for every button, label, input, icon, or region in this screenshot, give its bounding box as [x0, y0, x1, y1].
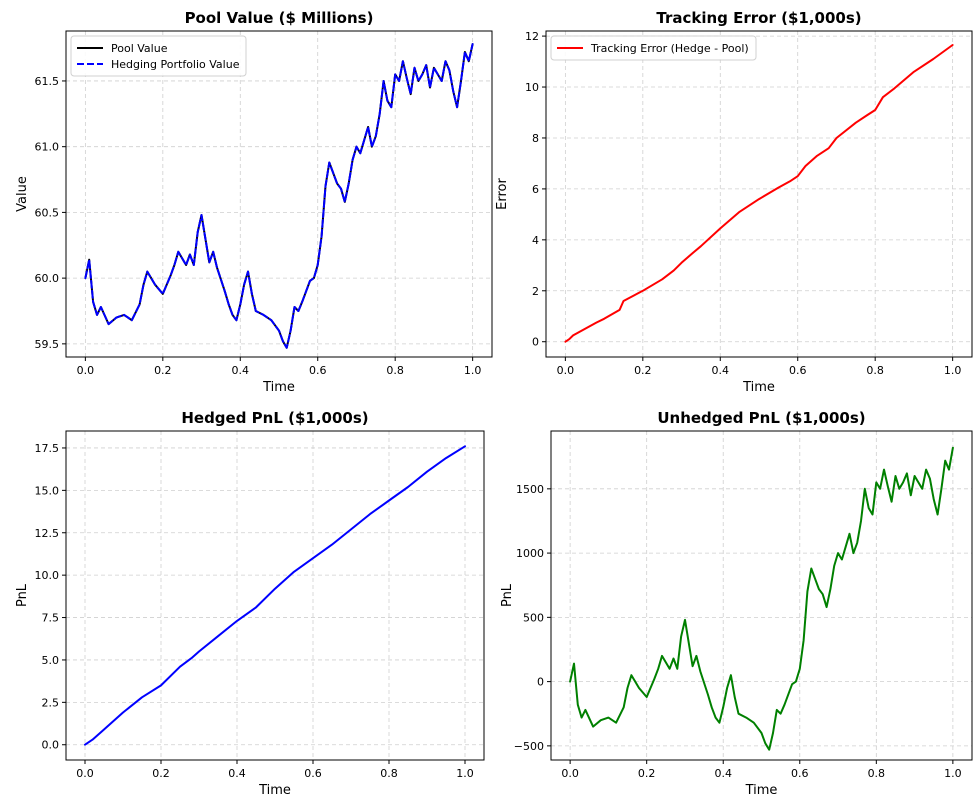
- chart-1-series-tracking-error-hedge-pool-line: [564, 44, 954, 343]
- chart-1-ylabel: Error: [495, 178, 510, 210]
- chart-1-ytick-label: 12: [525, 30, 539, 43]
- chart-0-legend: [70, 35, 247, 77]
- chart-0-axes-frame: [65, 30, 493, 358]
- chart-1-ytick-label: 10: [525, 81, 539, 94]
- chart-2-ytick-label: 17.5: [35, 442, 60, 455]
- chart-3-xtick-label: 0.4: [714, 767, 732, 780]
- chart-3-title: Unhedged PnL ($1,000s): [657, 409, 865, 427]
- chart-1-axes-frame: [545, 30, 973, 358]
- chart-3-ytick-label: 1000: [516, 547, 544, 560]
- chart-0-xtick-label: 0.2: [154, 364, 172, 377]
- chart-2-axes-frame: [65, 430, 485, 761]
- chart-3-xtick-label: 0.2: [638, 767, 656, 780]
- chart-0-xtick-label: 0.6: [309, 364, 327, 377]
- chart-1-xtick-label: 0.2: [634, 364, 652, 377]
- chart-2-xtick-label: 0.6: [304, 767, 322, 780]
- chart-0-xtick-label: 0.4: [232, 364, 250, 377]
- chart-2-xtick-label: 0.0: [76, 767, 94, 780]
- chart-0-ytick-label: 61.5: [35, 75, 60, 88]
- chart-3-ytick-label: −500: [514, 740, 544, 753]
- chart-1-ytick-label: 4: [532, 234, 539, 247]
- chart-0-title: Pool Value ($ Millions): [185, 9, 374, 27]
- chart-0-legend-label-pool-value: Pool Value: [111, 42, 168, 55]
- chart-1-xtick-label: 1.0: [944, 364, 962, 377]
- subplot-unhedged-pnl: 0.0 0.2 0.4 0.6 0.8 1.0 −500 0 500 1000 1500 Unhedg…: [500, 409, 973, 798]
- chart-3-xtick-label: 0.6: [791, 767, 809, 780]
- chart-2-ytick-label: 0.0: [42, 739, 60, 752]
- subplot-tracking-error: 0.0 0.2 0.4 0.6 0.8 1.0 0 2 4 6 8 10 12 Tracking Erro…: [495, 9, 973, 395]
- chart-0-ytick-label: 59.5: [35, 338, 60, 351]
- chart-3-axes-frame: [550, 430, 973, 761]
- chart-3-ytick-label: 500: [523, 611, 544, 624]
- chart-3-xtick-label: 0.8: [868, 767, 886, 780]
- chart-2-ytick-label: 10.0: [35, 569, 60, 582]
- chart-0-xlabel: Time: [262, 380, 295, 395]
- chart-3-ytick-label: 0: [537, 676, 544, 689]
- chart-1-xtick-label: 0.6: [789, 364, 807, 377]
- chart-0-series-hedging-portfolio-value-line: [84, 43, 474, 349]
- chart-2-xtick-label: 0.8: [380, 767, 398, 780]
- subplot-hedged-pnl: 0.0 0.2 0.4 0.6 0.8 1.0 0.0 2.5 5.0 7.5 10.0 12.5 15…: [15, 409, 485, 798]
- chart-1-xtick-label: 0.0: [557, 364, 575, 377]
- chart-0-ytick-label: 60.5: [35, 206, 60, 219]
- chart-0-series-pool-value-line: [84, 43, 474, 349]
- chart-1-ytick-label: 8: [532, 132, 539, 145]
- chart-2-series-line-0-line: [84, 445, 466, 746]
- chart-0-legend-label-hedging-portfolio-value: Hedging Portfolio Value: [111, 58, 240, 71]
- chart-3-xtick-label: 1.0: [944, 767, 962, 780]
- chart-3-ytick-label: 1500: [516, 483, 544, 496]
- chart-2-ylabel: PnL: [15, 583, 30, 607]
- chart-1-xtick-label: 0.4: [712, 364, 730, 377]
- chart-2-xtick-label: 0.4: [228, 767, 246, 780]
- chart-1-legend-label-tracking-error-hedge-pool: Tracking Error (Hedge - Pool): [590, 42, 749, 55]
- chart-2-ytick-label: 2.5: [42, 696, 60, 709]
- chart-0-ylabel: Value: [15, 176, 30, 212]
- chart-2-ytick-label: 5.0: [42, 654, 60, 667]
- chart-2-ytick-label: 12.5: [35, 527, 60, 540]
- chart-0-xtick-label: 1.0: [464, 364, 482, 377]
- chart-2-title: Hedged PnL ($1,000s): [181, 409, 368, 427]
- chart-1-legend: [550, 35, 757, 61]
- chart-1-ytick-label: 2: [532, 285, 539, 298]
- chart-2-xtick-label: 0.2: [152, 767, 170, 780]
- chart-0-ytick-label: 61.0: [35, 141, 60, 154]
- chart-3-series-line-0-line: [569, 446, 954, 751]
- chart-2-xlabel: Time: [258, 783, 291, 798]
- chart-0-ytick-label: 60.0: [35, 272, 60, 285]
- chart-0-xtick-label: 0.8: [386, 364, 404, 377]
- chart-3-xtick-label: 0.0: [561, 767, 579, 780]
- chart-1-ytick-label: 6: [532, 183, 539, 196]
- chart-3-ylabel: PnL: [500, 583, 515, 607]
- chart-2-xtick-label: 1.0: [456, 767, 474, 780]
- chart-1-title: Tracking Error ($1,000s): [656, 9, 861, 27]
- subplot-pool-value: 0.0 0.2 0.4 0.6 0.8 1.0 59.5 60.0 60.5 61.0 61.5 Po…: [15, 9, 493, 395]
- chart-0-xtick-label: 0.0: [77, 364, 95, 377]
- chart-1-ytick-label: 0: [532, 336, 539, 349]
- chart-1-xtick-label: 0.8: [866, 364, 884, 377]
- chart-2-ytick-label: 7.5: [42, 612, 60, 625]
- chart-1-xlabel: Time: [742, 380, 775, 395]
- chart-2-ytick-label: 15.0: [35, 484, 60, 497]
- chart-3-xlabel: Time: [745, 783, 778, 798]
